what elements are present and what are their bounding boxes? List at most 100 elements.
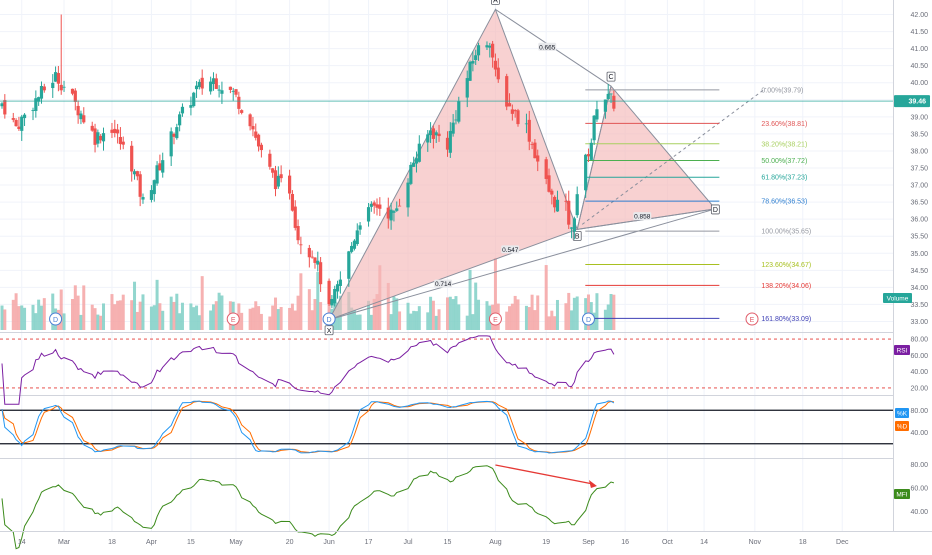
event-marker-label: E [231, 317, 236, 324]
mfi-divergence-arrow-line [495, 464, 594, 485]
volume-bar-121 [477, 299, 481, 330]
candle-body-16 [62, 86, 66, 88]
volume-bar-139 [550, 310, 554, 330]
candle-body-29 [116, 129, 120, 134]
event-marker-circle[interactable] [745, 312, 759, 326]
candle-body-10 [39, 85, 44, 99]
volume-bar-24 [96, 314, 100, 330]
candle-body-146 [575, 194, 579, 216]
volume-bar-76 [299, 273, 303, 330]
time-tick-7: Jun [323, 539, 334, 546]
event-marker-3[interactable]: E [488, 312, 502, 326]
volume-bar-75 [296, 295, 300, 330]
candle-body-134 [530, 144, 534, 145]
event-marker-1[interactable]: E [226, 312, 240, 326]
candle-body-50 [197, 81, 201, 87]
volume-bar-51 [200, 276, 204, 330]
volume-bar-5 [20, 305, 24, 330]
volume-bar-35 [138, 301, 142, 330]
candle-body-97 [386, 207, 390, 219]
event-marker-circle[interactable] [581, 312, 595, 326]
candle-body-133 [527, 119, 531, 142]
event-marker-5[interactable]: E [745, 312, 759, 326]
candle-body-90 [355, 230, 359, 245]
candle-body-77 [307, 247, 311, 258]
event-marker-circle[interactable] [49, 312, 63, 326]
candle-body-81 [319, 262, 323, 285]
volume-bar-109 [431, 300, 435, 330]
volume-bar-22 [90, 304, 94, 330]
volume-bar-91 [358, 314, 362, 330]
volume-bar-21 [82, 285, 86, 330]
candle-body-18 [73, 90, 77, 102]
volume-bar-137 [544, 265, 548, 330]
harmonic-ratio-label: 0.858 [634, 214, 651, 221]
event-marker-0[interactable]: D [49, 312, 63, 326]
price-axis-background [893, 0, 932, 550]
candle-body-83 [330, 299, 334, 306]
event-marker-circle[interactable] [488, 312, 502, 326]
mfi-tick-1: 60.00 [910, 486, 928, 493]
candle-body-155 [612, 95, 616, 109]
event-marker-circle[interactable] [322, 312, 336, 326]
volume-bar-25 [99, 315, 103, 330]
time-tick-2: 18 [108, 539, 116, 546]
time-tick-11: Aug [489, 539, 502, 546]
volume-bar-28 [113, 304, 117, 330]
candle-body-143 [567, 200, 571, 225]
candle-body-114 [451, 122, 455, 134]
candle-body-119 [471, 61, 475, 64]
volume-bar-17 [70, 298, 74, 330]
volume-bar-153 [606, 304, 610, 330]
candle-body-25 [99, 135, 103, 141]
fib-label-1: 23.60%(38.81) [761, 121, 807, 128]
candle-body-91 [358, 225, 362, 230]
volume-bar-143 [567, 292, 571, 330]
candle-body-24 [96, 132, 100, 144]
candle-body-3 [14, 119, 18, 127]
volume-bar-93 [369, 314, 373, 330]
volume-bar-73 [290, 303, 294, 330]
harmonic-ratio-label: 0.665 [539, 44, 556, 51]
price-tick-17: 33.50 [910, 302, 928, 309]
event-marker-circle[interactable] [226, 312, 240, 326]
stoch-d-tag-label: %D [897, 424, 908, 431]
rsi-tag: RSI [894, 345, 910, 355]
candle-body-59 [234, 89, 238, 95]
volume-bar-120 [474, 282, 478, 330]
candle-body-33 [132, 171, 137, 175]
volume-bar-94 [372, 298, 376, 330]
volume-bar-1 [3, 309, 7, 330]
volume-bar-99 [392, 296, 396, 330]
volume-bar-136 [536, 295, 540, 330]
candle-body-105 [414, 158, 419, 164]
rsi-tick-3: 20.00 [910, 385, 928, 392]
fib-label-8: 138.20%(34.06) [761, 283, 811, 290]
volume-bar-112 [446, 297, 449, 330]
candle-body-66 [259, 144, 264, 151]
event-marker-4[interactable]: D [581, 312, 595, 326]
volume-bar-110 [434, 315, 438, 330]
rsi-line [1, 335, 615, 405]
candle-body-71 [279, 174, 283, 179]
volume-bar-61 [240, 312, 244, 330]
volume-bar-42 [169, 296, 173, 330]
event-marker-2[interactable]: D [322, 312, 336, 326]
stoch-pane: 80.00 40.00 %K %D [0, 400, 928, 454]
candle-body-12 [51, 82, 55, 89]
volume-bar-132 [524, 305, 528, 330]
candle-body-21 [82, 115, 86, 123]
candle-body-153 [606, 93, 610, 100]
candle-body-62 [248, 114, 252, 127]
volume-bar-12 [51, 293, 55, 330]
price-tick-11: 36.50 [910, 200, 928, 207]
volume-bar-39 [155, 279, 159, 330]
volume-bar-127 [505, 311, 509, 330]
candle-body-15 [59, 84, 63, 91]
candle-body-111 [437, 133, 441, 137]
volume-bar-72 [288, 307, 292, 330]
volume-bar-46 [180, 302, 184, 330]
stoch-k-tag-label: %K [897, 411, 908, 418]
